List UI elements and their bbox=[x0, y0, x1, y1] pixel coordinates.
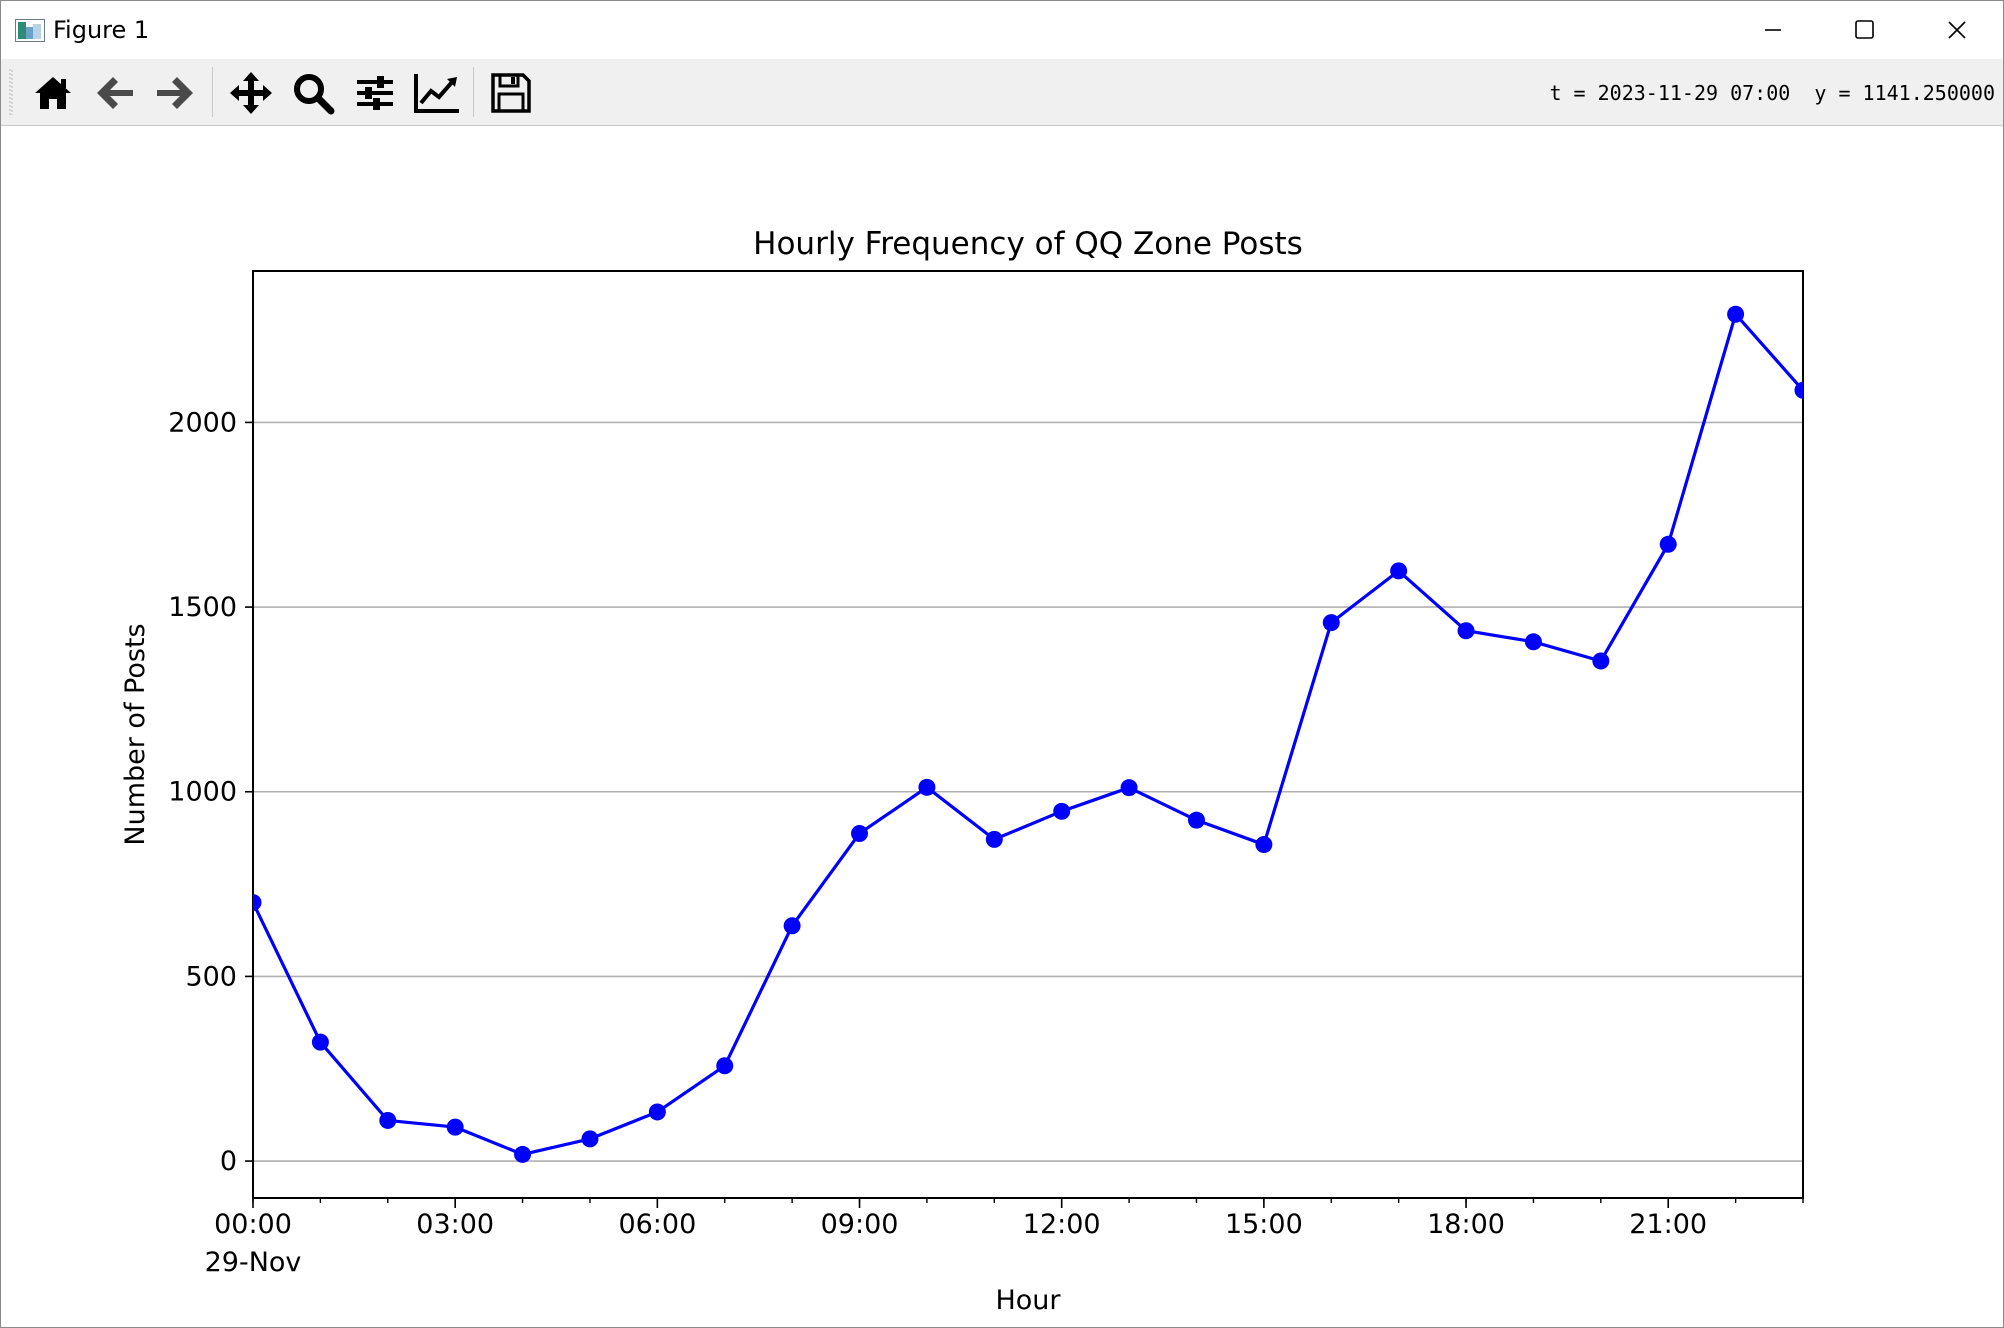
home-icon bbox=[35, 77, 71, 109]
y-tick-label: 1500 bbox=[168, 592, 237, 623]
navigation-toolbar: t = 2023-11-29 07:00 y = 1141.250000 bbox=[1, 59, 2003, 126]
y-tick-label: 500 bbox=[185, 961, 237, 992]
x-tick-label: 03:00 bbox=[416, 1209, 494, 1240]
figure-canvas[interactable]: Hourly Frequency of QQ Zone Posts 0 500 100… bbox=[1, 126, 2003, 1327]
data-point bbox=[1727, 305, 1745, 323]
x-tick-label: 06:00 bbox=[618, 1209, 696, 1240]
maximize-icon bbox=[1855, 20, 1874, 39]
window-title: Figure 1 bbox=[53, 16, 150, 44]
edit-axis-button[interactable] bbox=[411, 68, 463, 118]
close-icon bbox=[1948, 21, 1966, 39]
data-point bbox=[648, 1103, 666, 1121]
data-point bbox=[253, 894, 262, 912]
data-point bbox=[379, 1111, 397, 1129]
data-point bbox=[716, 1057, 734, 1075]
data-point bbox=[1053, 802, 1071, 820]
forward-arrow-icon bbox=[157, 77, 193, 109]
edit-axis-icon bbox=[414, 74, 459, 113]
home-button[interactable] bbox=[27, 68, 79, 118]
x-tick-date-label: 29-Nov bbox=[205, 1247, 302, 1278]
y-tick-label: 0 bbox=[220, 1146, 237, 1177]
y-tick-label: 1000 bbox=[168, 777, 237, 808]
y-tick-label: 2000 bbox=[168, 407, 237, 438]
data-point bbox=[514, 1145, 532, 1163]
chart-title: Hourly Frequency of QQ Zone Posts bbox=[753, 226, 1303, 262]
toolbar-separator bbox=[212, 67, 213, 117]
x-tick-label: 18:00 bbox=[1427, 1209, 1505, 1240]
toolbar-separator bbox=[473, 67, 474, 117]
x-tick-label: 00:00 bbox=[214, 1209, 292, 1240]
data-point bbox=[1659, 535, 1677, 553]
x-tick-label: 21:00 bbox=[1629, 1209, 1707, 1240]
forward-button[interactable] bbox=[149, 68, 201, 118]
data-point bbox=[1794, 381, 1803, 399]
line-chart: Hourly Frequency of QQ Zone Posts 0 500 100… bbox=[120, 226, 1804, 1316]
data-point bbox=[783, 917, 801, 935]
x-tick-label: 15:00 bbox=[1225, 1209, 1303, 1240]
data-point bbox=[1120, 779, 1138, 797]
y-axis-label: Number of Posts bbox=[120, 623, 151, 845]
title-bar: Figure 1 bbox=[1, 1, 2003, 59]
close-button[interactable] bbox=[1911, 1, 2003, 59]
data-point bbox=[1255, 836, 1273, 854]
back-arrow-icon bbox=[97, 77, 133, 109]
save-button[interactable] bbox=[485, 68, 537, 118]
data-point bbox=[1390, 562, 1408, 580]
x-tick-label: 12:00 bbox=[1023, 1209, 1101, 1240]
zoom-icon bbox=[294, 74, 335, 115]
zoom-button[interactable] bbox=[287, 68, 339, 118]
app-icon bbox=[15, 19, 45, 42]
data-point bbox=[851, 824, 869, 842]
data-point bbox=[1187, 811, 1205, 829]
data-point bbox=[446, 1118, 464, 1136]
save-icon bbox=[491, 73, 531, 113]
data-point bbox=[1592, 652, 1610, 670]
data-point bbox=[1457, 622, 1475, 640]
minimize-button[interactable] bbox=[1727, 1, 1819, 59]
data-point bbox=[918, 778, 936, 796]
x-tick-label: 09:00 bbox=[821, 1209, 899, 1240]
configure-subplots-icon bbox=[357, 76, 393, 110]
minimize-icon bbox=[1765, 29, 1781, 31]
cursor-coordinates: t = 2023-11-29 07:00 y = 1141.250000 bbox=[1549, 81, 1995, 105]
back-button[interactable] bbox=[89, 68, 141, 118]
configure-subplots-button[interactable] bbox=[349, 68, 401, 118]
x-axis-label: Hour bbox=[995, 1285, 1061, 1316]
data-point bbox=[1524, 633, 1542, 651]
pan-icon bbox=[230, 72, 272, 114]
data-point bbox=[311, 1033, 329, 1051]
series-line bbox=[253, 312, 1803, 1157]
data-point bbox=[1322, 614, 1340, 632]
data-point bbox=[581, 1130, 599, 1148]
toolbar-grip bbox=[9, 69, 13, 115]
maximize-button[interactable] bbox=[1819, 1, 1911, 59]
plot-frame bbox=[252, 270, 1804, 1199]
pan-button[interactable] bbox=[225, 68, 277, 118]
data-point bbox=[985, 830, 1003, 848]
